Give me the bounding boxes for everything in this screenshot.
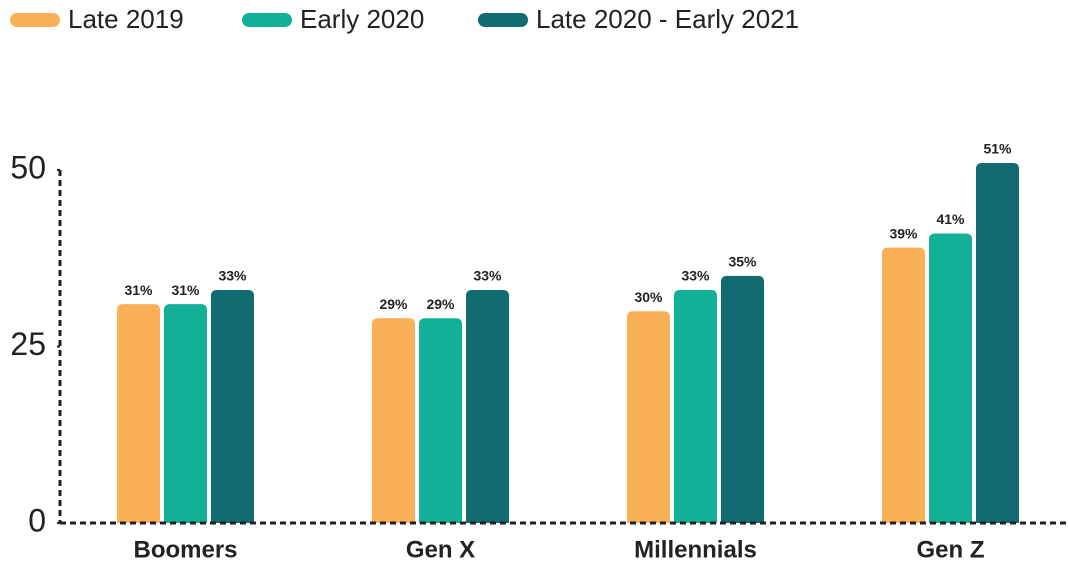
- legend-swatch: [10, 13, 60, 27]
- value-label: 31%: [171, 282, 200, 298]
- value-label: 41%: [936, 211, 965, 227]
- value-label: 33%: [218, 268, 247, 284]
- value-label: 39%: [889, 225, 918, 241]
- legend-swatch: [242, 13, 292, 27]
- value-label: 30%: [634, 289, 663, 305]
- bar: [627, 311, 670, 523]
- bar: [674, 290, 717, 523]
- legend-label: Late 2019: [68, 4, 184, 34]
- bar: [211, 290, 254, 523]
- bar: [117, 304, 160, 523]
- value-label: 33%: [473, 268, 502, 284]
- y-tick-label: 25: [10, 326, 46, 362]
- legend-label: Early 2020: [300, 4, 424, 34]
- value-label: 33%: [681, 268, 710, 284]
- x-tick-label: Boomers: [133, 536, 237, 563]
- value-label: 29%: [379, 296, 408, 312]
- y-tick-label: 50: [10, 149, 46, 185]
- x-tick-label: Gen X: [406, 536, 475, 563]
- value-label: 51%: [983, 141, 1012, 157]
- value-label: 29%: [426, 296, 455, 312]
- legend-swatch: [478, 13, 528, 27]
- bar: [466, 290, 509, 523]
- bar: [419, 318, 462, 523]
- bar: [976, 162, 1019, 523]
- bar: [929, 233, 972, 524]
- bar: [372, 318, 415, 523]
- bar: [882, 247, 925, 523]
- value-label: 35%: [728, 254, 757, 270]
- y-tick-label: 0: [28, 502, 46, 538]
- x-tick-label: Gen Z: [916, 536, 984, 563]
- bar: [721, 275, 764, 523]
- x-tick-label: Millennials: [634, 536, 757, 563]
- bar: [164, 304, 207, 523]
- legend-label: Late 2020 - Early 2021: [536, 4, 799, 34]
- value-label: 31%: [124, 282, 153, 298]
